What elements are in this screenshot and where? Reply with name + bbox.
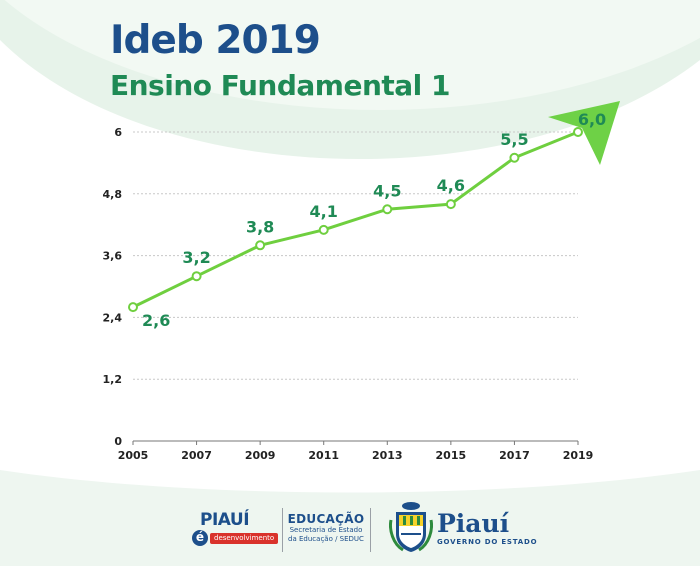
piaui-desenvolvimento-logo: PIAUÍ é desenvolvimento <box>192 510 282 550</box>
data-label: 3,2 <box>182 248 210 267</box>
x-tick-label: 2011 <box>308 449 339 462</box>
y-tick-label: 3,6 <box>103 250 123 263</box>
x-tick-label: 2017 <box>499 449 530 462</box>
educacao-logo-name: EDUCAÇÃO <box>287 512 365 526</box>
chart-subtitle: Ensino Fundamental 1 <box>110 69 451 102</box>
x-tick-label: 2019 <box>563 449 594 462</box>
data-point <box>573 127 583 137</box>
data-label: 5,5 <box>500 130 528 149</box>
data-point <box>318 224 329 235</box>
governo-logo-sub: GOVERNO DO ESTADO <box>437 538 538 546</box>
data-label: 6,0 <box>578 110 606 129</box>
x-tick-label: 2009 <box>245 449 276 462</box>
chart-title: Ideb 2019 <box>110 18 321 63</box>
y-tick-label: 2,4 <box>103 311 123 324</box>
data-labels: 2,6 3,2 3,8 4,1 4,5 4,6 5,5 6,0 <box>142 110 606 330</box>
footer-divider <box>282 508 283 552</box>
x-tick-label: 2005 <box>118 449 149 462</box>
data-point <box>509 152 520 163</box>
y-tick-labels: 0 1,2 2,4 3,6 4,8 6 <box>103 126 123 448</box>
data-label: 4,1 <box>310 202 338 221</box>
y-tick-label: 4,8 <box>103 188 123 201</box>
data-label: 3,8 <box>246 217 274 236</box>
x-tick-labels: 2005 2007 2009 2011 2013 2015 2017 2019 <box>118 449 594 462</box>
footer-divider <box>370 508 371 552</box>
data-point <box>445 199 456 210</box>
x-tick-label: 2015 <box>436 449 467 462</box>
trend-arrow <box>548 101 620 165</box>
data-label: 4,5 <box>373 181 401 200</box>
y-tick-label: 6 <box>114 126 122 139</box>
trend-arrow-head <box>548 101 620 165</box>
governo-piaui-logo: Piauí GOVERNO DO ESTADO <box>437 510 547 554</box>
educacao-logo-sub1: Secretaria de Estado <box>289 526 363 534</box>
x-tick-label: 2007 <box>181 449 212 462</box>
y-tick-label: 0 <box>114 435 122 448</box>
data-label: 2,6 <box>142 311 170 330</box>
grid-lines <box>132 131 579 445</box>
data-point <box>382 204 393 215</box>
data-point <box>128 302 138 313</box>
data-point <box>191 271 202 282</box>
x-tick-label: 2013 <box>372 449 403 462</box>
series-ideb <box>128 127 583 313</box>
piaui-logo-e: é <box>192 530 208 546</box>
series-line <box>132 130 579 309</box>
piaui-logo-name: PIAUÍ <box>200 510 250 530</box>
data-point <box>255 240 266 251</box>
piaui-coat-of-arms-icon <box>389 502 433 552</box>
data-label: 4,6 <box>437 176 465 195</box>
educacao-logo-sub2: da Educação / SEDUC <box>288 535 364 543</box>
educacao-logo: EDUCAÇÃO Secretaria de Estado da Educaçã… <box>285 513 367 553</box>
piaui-logo-tag: desenvolvimento <box>210 533 279 544</box>
governo-logo-name: Piauí <box>437 509 510 538</box>
y-tick-label: 1,2 <box>103 373 123 386</box>
